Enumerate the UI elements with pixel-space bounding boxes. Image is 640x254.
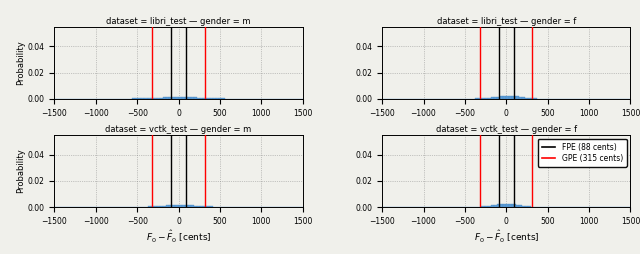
Bar — [163, 98, 166, 99]
Bar — [497, 97, 500, 99]
Bar — [516, 97, 518, 99]
Bar — [169, 205, 172, 207]
Bar — [200, 98, 204, 99]
Bar — [191, 205, 194, 207]
Bar — [185, 205, 188, 207]
Bar — [188, 205, 191, 207]
Bar — [531, 98, 534, 99]
Bar — [518, 205, 522, 207]
Bar — [491, 97, 494, 99]
Bar — [212, 98, 216, 99]
Bar — [509, 96, 513, 99]
Bar — [207, 206, 209, 207]
Bar — [150, 206, 154, 207]
Y-axis label: Probability: Probability — [16, 149, 25, 193]
Bar — [216, 98, 219, 99]
Bar — [197, 206, 200, 207]
Bar — [154, 206, 157, 207]
Bar — [207, 98, 209, 99]
Bar — [147, 98, 150, 99]
Bar — [500, 96, 503, 99]
Legend: FPE (88 cents), GPE (315 cents): FPE (88 cents), GPE (315 cents) — [538, 139, 627, 167]
Bar — [491, 205, 494, 207]
Bar — [481, 98, 484, 99]
Bar — [528, 98, 531, 99]
Bar — [513, 96, 516, 99]
Bar — [204, 206, 207, 207]
Bar — [506, 96, 509, 99]
Bar — [182, 97, 185, 99]
Bar — [494, 205, 497, 207]
Bar — [160, 98, 163, 99]
X-axis label: $F_0 - \hat{F}_0$ [cents]: $F_0 - \hat{F}_0$ [cents] — [146, 229, 211, 245]
Bar — [506, 204, 509, 207]
Bar — [185, 97, 188, 99]
Bar — [197, 98, 200, 99]
Bar — [194, 205, 197, 207]
Bar — [194, 98, 197, 99]
Bar — [147, 206, 150, 207]
Bar — [503, 204, 506, 207]
Bar — [219, 98, 222, 99]
Bar — [157, 98, 160, 99]
Bar — [516, 205, 518, 207]
Bar — [179, 97, 182, 99]
Bar — [160, 206, 163, 207]
Bar — [518, 97, 522, 99]
Bar — [191, 97, 194, 99]
Bar — [175, 205, 179, 207]
Title: dataset = libri_test — gender = f: dataset = libri_test — gender = f — [436, 17, 576, 26]
Bar — [182, 205, 185, 207]
Bar — [484, 98, 488, 99]
Bar — [145, 98, 147, 99]
Y-axis label: Probability: Probability — [16, 40, 25, 85]
Title: dataset = vctk_test — gender = f: dataset = vctk_test — gender = f — [436, 125, 577, 134]
Bar — [522, 97, 525, 99]
Bar — [509, 204, 513, 207]
Bar — [484, 206, 488, 207]
Bar — [500, 204, 503, 207]
Bar — [163, 205, 166, 207]
X-axis label: $F_0 - \hat{F}_0$ [cents]: $F_0 - \hat{F}_0$ [cents] — [474, 229, 539, 245]
Bar — [157, 206, 160, 207]
Bar — [169, 97, 172, 99]
Title: dataset = libri_test — gender = m: dataset = libri_test — gender = m — [106, 17, 251, 26]
Bar — [172, 205, 175, 207]
Bar — [200, 206, 204, 207]
Bar — [525, 98, 528, 99]
Bar — [141, 98, 145, 99]
Bar — [154, 98, 157, 99]
Bar — [175, 97, 179, 99]
Bar — [209, 98, 212, 99]
Bar — [488, 206, 491, 207]
Bar — [497, 204, 500, 207]
Bar — [138, 98, 141, 99]
Bar — [525, 206, 528, 207]
Bar — [179, 205, 182, 207]
Bar — [503, 96, 506, 99]
Bar — [172, 97, 175, 99]
Title: dataset = vctk_test — gender = m: dataset = vctk_test — gender = m — [106, 125, 252, 134]
Bar — [166, 205, 169, 207]
Bar — [166, 97, 169, 99]
Bar — [204, 98, 207, 99]
Bar — [150, 98, 154, 99]
Bar — [513, 204, 516, 207]
Bar — [494, 97, 497, 99]
Bar — [135, 98, 138, 99]
Bar — [488, 98, 491, 99]
Bar — [188, 97, 191, 99]
Bar — [478, 98, 481, 99]
Bar — [522, 206, 525, 207]
